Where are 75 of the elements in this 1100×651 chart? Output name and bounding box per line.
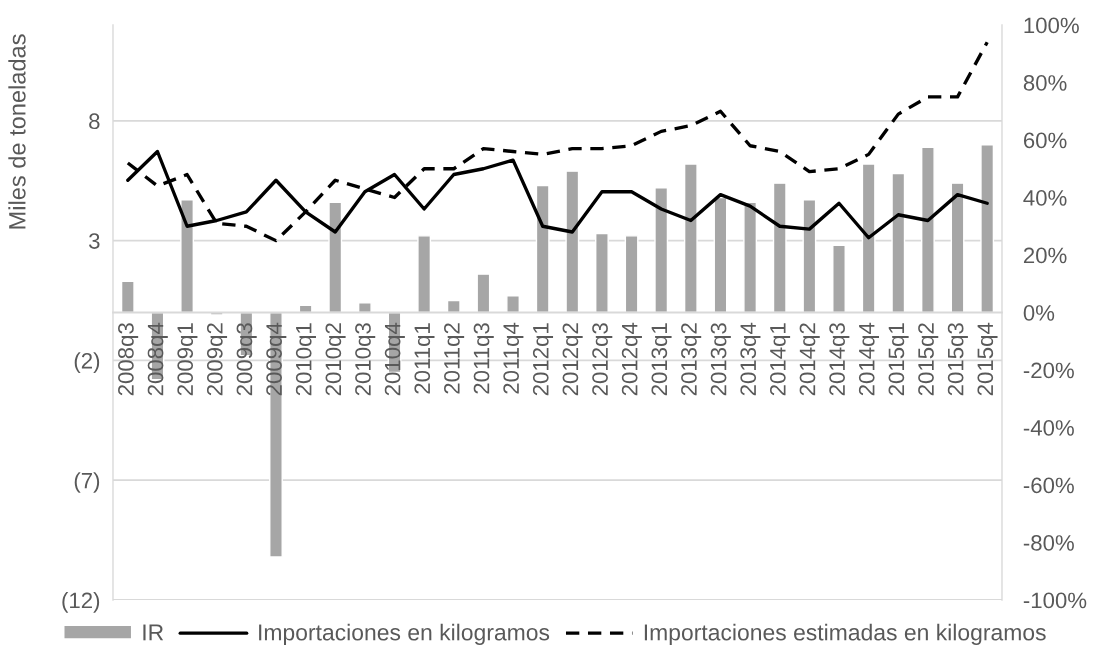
x-tick-label: 2010q2: [325, 323, 346, 396]
x-tick-label: 2015q4: [977, 322, 998, 396]
x-tick-label: 2013q2: [681, 323, 702, 396]
bar: [772, 182, 787, 314]
y2-tick-label: -80%: [1023, 535, 1074, 551]
bar: [743, 201, 758, 314]
x-tick-label: 2013q4: [740, 322, 761, 396]
x-tick-label: 2009q2: [206, 323, 228, 396]
y2-tick-label: -40%: [1023, 420, 1074, 436]
x-tick-label: 2009q4: [266, 322, 287, 396]
bar: [683, 163, 698, 314]
x-tick-label: 2012q3: [592, 323, 613, 396]
y2-tick-label: -100%: [1023, 592, 1087, 609]
x-tick-label: 2014q2: [799, 323, 820, 396]
y-tick-label: (7): [74, 472, 100, 493]
bar: [802, 199, 817, 314]
x-tick-label: 2011q4: [503, 322, 524, 394]
x-tick-label: 2015q2: [918, 323, 939, 396]
x-tick-label: 2011q1: [414, 323, 435, 394]
x-tick-label: 2012q1: [532, 323, 554, 396]
bar: [624, 235, 639, 314]
bar: [920, 146, 935, 314]
x-tick-label: 2008q3: [118, 323, 139, 396]
bar: [832, 244, 846, 314]
x-tick-label: 2012q4: [621, 322, 642, 396]
x-tick-label: 2013q3: [710, 323, 731, 396]
bar: [565, 170, 580, 314]
bar: [980, 144, 995, 314]
bar: [891, 172, 906, 314]
x-tick-label: 2014q3: [829, 323, 850, 396]
bar: [861, 163, 876, 314]
y-tick-label: 3: [88, 233, 100, 249]
bar: [476, 273, 491, 314]
y2-tick-label: -20%: [1023, 362, 1074, 379]
x-tick-label: 2009q3: [236, 323, 257, 396]
bar: [328, 201, 343, 314]
y-tick-label: (2): [74, 352, 100, 374]
x-tick-label: 2008q4: [147, 322, 168, 396]
line-series: [126, 40, 989, 243]
x-tick-label: 2010q3: [355, 323, 376, 396]
y2-tick-label: 60%: [1023, 132, 1067, 149]
x-tick-label: 2009q1: [177, 323, 198, 396]
x-tick-label: 2010q1: [295, 323, 316, 396]
y-axis-title: Miles de toneladas: [8, 34, 26, 229]
x-tick-label: 2011q3: [473, 323, 494, 394]
x-tick-label: 2015q3: [947, 323, 968, 396]
y2-tick-label: 100%: [1024, 17, 1079, 34]
bar: [713, 196, 728, 314]
x-tick-label: 2011q2: [444, 323, 465, 394]
y-tick-label: (12): [62, 591, 100, 613]
bar: [506, 295, 520, 314]
legend-label: Importaciones estimadas en kilogramos: [644, 623, 1046, 646]
y2-tick-label: 80%: [1023, 75, 1067, 91]
bar: [357, 302, 372, 314]
bar: [595, 232, 609, 314]
x-tick-label: 2013q1: [651, 323, 672, 396]
bar: [180, 199, 195, 314]
y2-tick-label: -60%: [1023, 477, 1074, 494]
y2-tick-label: 20%: [1023, 247, 1067, 264]
x-tick-label: 2010q4: [384, 322, 405, 396]
bar: [950, 182, 965, 314]
bar: [417, 235, 432, 314]
x-tick-label: 2014q1: [769, 323, 791, 396]
bar: [654, 187, 669, 314]
legend-label: IR: [143, 624, 164, 641]
x-tick-label: 2012q2: [562, 323, 583, 396]
legend-label: Importaciones en kilogramos: [259, 623, 550, 646]
y2-tick-label: 0%: [1023, 305, 1055, 321]
y-tick-label: 8: [89, 113, 100, 130]
y2-tick-label: 40%: [1023, 190, 1067, 206]
bar: [535, 184, 550, 314]
x-tick-label: 2014q4: [858, 322, 880, 396]
bar: [446, 299, 461, 314]
bar: [120, 280, 135, 314]
x-tick-label: 2015q1: [888, 323, 909, 396]
